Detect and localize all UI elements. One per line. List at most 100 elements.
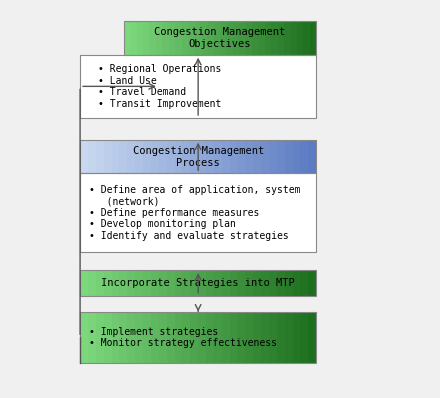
Bar: [293, 312, 301, 363]
Bar: [151, 270, 159, 296]
Bar: [213, 21, 220, 55]
Bar: [175, 270, 183, 296]
Bar: [198, 270, 206, 296]
Bar: [135, 140, 143, 173]
Text: • Implement strategies
• Monitor strategy effectiveness: • Implement strategies • Monitor strateg…: [89, 326, 277, 348]
Bar: [253, 312, 261, 363]
Bar: [188, 21, 195, 55]
Bar: [159, 270, 167, 296]
Bar: [80, 55, 316, 118]
Bar: [238, 270, 246, 296]
Bar: [252, 21, 259, 55]
Text: Congestion Management
Process: Congestion Management Process: [132, 146, 264, 168]
Bar: [214, 312, 222, 363]
Bar: [112, 270, 120, 296]
Bar: [206, 312, 214, 363]
Bar: [285, 312, 293, 363]
Bar: [277, 270, 285, 296]
Bar: [167, 312, 175, 363]
Bar: [151, 312, 159, 363]
Bar: [104, 270, 112, 296]
Bar: [80, 140, 88, 173]
Bar: [159, 312, 167, 363]
Bar: [290, 21, 297, 55]
Bar: [175, 312, 183, 363]
Bar: [88, 140, 96, 173]
Bar: [175, 140, 183, 173]
Bar: [293, 270, 301, 296]
Bar: [285, 140, 293, 173]
Bar: [183, 270, 191, 296]
Bar: [127, 270, 136, 296]
Bar: [230, 312, 238, 363]
Bar: [308, 312, 317, 363]
Bar: [96, 270, 104, 296]
Bar: [198, 140, 206, 173]
Bar: [206, 270, 214, 296]
Bar: [143, 312, 151, 363]
Bar: [239, 21, 246, 55]
Bar: [151, 140, 159, 173]
Bar: [194, 21, 201, 55]
Bar: [119, 140, 128, 173]
Bar: [112, 312, 120, 363]
Bar: [124, 21, 316, 55]
Text: • Define area of application, system
   (network)
• Define performance measures
: • Define area of application, system (ne…: [89, 185, 301, 241]
Bar: [222, 270, 230, 296]
Bar: [230, 270, 238, 296]
Bar: [269, 140, 277, 173]
Bar: [206, 140, 214, 173]
Bar: [143, 270, 151, 296]
Bar: [261, 140, 269, 173]
Bar: [214, 140, 222, 173]
Bar: [167, 270, 175, 296]
Bar: [150, 21, 156, 55]
Bar: [190, 312, 198, 363]
Bar: [253, 140, 261, 173]
Bar: [271, 21, 278, 55]
Bar: [143, 21, 150, 55]
Bar: [222, 140, 230, 173]
Bar: [269, 312, 277, 363]
Text: Congestion Management
Objectives: Congestion Management Objectives: [154, 27, 286, 49]
Bar: [175, 21, 182, 55]
Bar: [269, 270, 277, 296]
Bar: [277, 312, 285, 363]
Bar: [190, 140, 198, 173]
Bar: [182, 21, 188, 55]
Bar: [198, 312, 206, 363]
Bar: [253, 270, 261, 296]
Bar: [230, 140, 238, 173]
Bar: [80, 173, 316, 252]
Bar: [119, 270, 128, 296]
Bar: [238, 312, 246, 363]
Bar: [285, 270, 293, 296]
Bar: [310, 21, 317, 55]
Text: • Regional Operations
• Land Use
• Travel Demand
• Transit Improvement: • Regional Operations • Land Use • Trave…: [98, 64, 221, 109]
Bar: [261, 270, 269, 296]
Bar: [80, 270, 316, 296]
Bar: [169, 21, 176, 55]
Bar: [220, 21, 227, 55]
Bar: [301, 270, 309, 296]
Bar: [135, 312, 143, 363]
Bar: [130, 21, 137, 55]
Bar: [222, 312, 230, 363]
Bar: [303, 21, 310, 55]
Bar: [80, 312, 316, 363]
Bar: [137, 21, 143, 55]
Bar: [233, 21, 240, 55]
Bar: [80, 270, 88, 296]
Bar: [119, 312, 128, 363]
Bar: [297, 21, 304, 55]
Bar: [88, 270, 96, 296]
Bar: [183, 140, 191, 173]
Bar: [246, 312, 254, 363]
Bar: [112, 140, 120, 173]
Bar: [207, 21, 214, 55]
Bar: [265, 21, 272, 55]
Bar: [167, 140, 175, 173]
Bar: [156, 21, 163, 55]
Bar: [190, 270, 198, 296]
Bar: [96, 140, 104, 173]
